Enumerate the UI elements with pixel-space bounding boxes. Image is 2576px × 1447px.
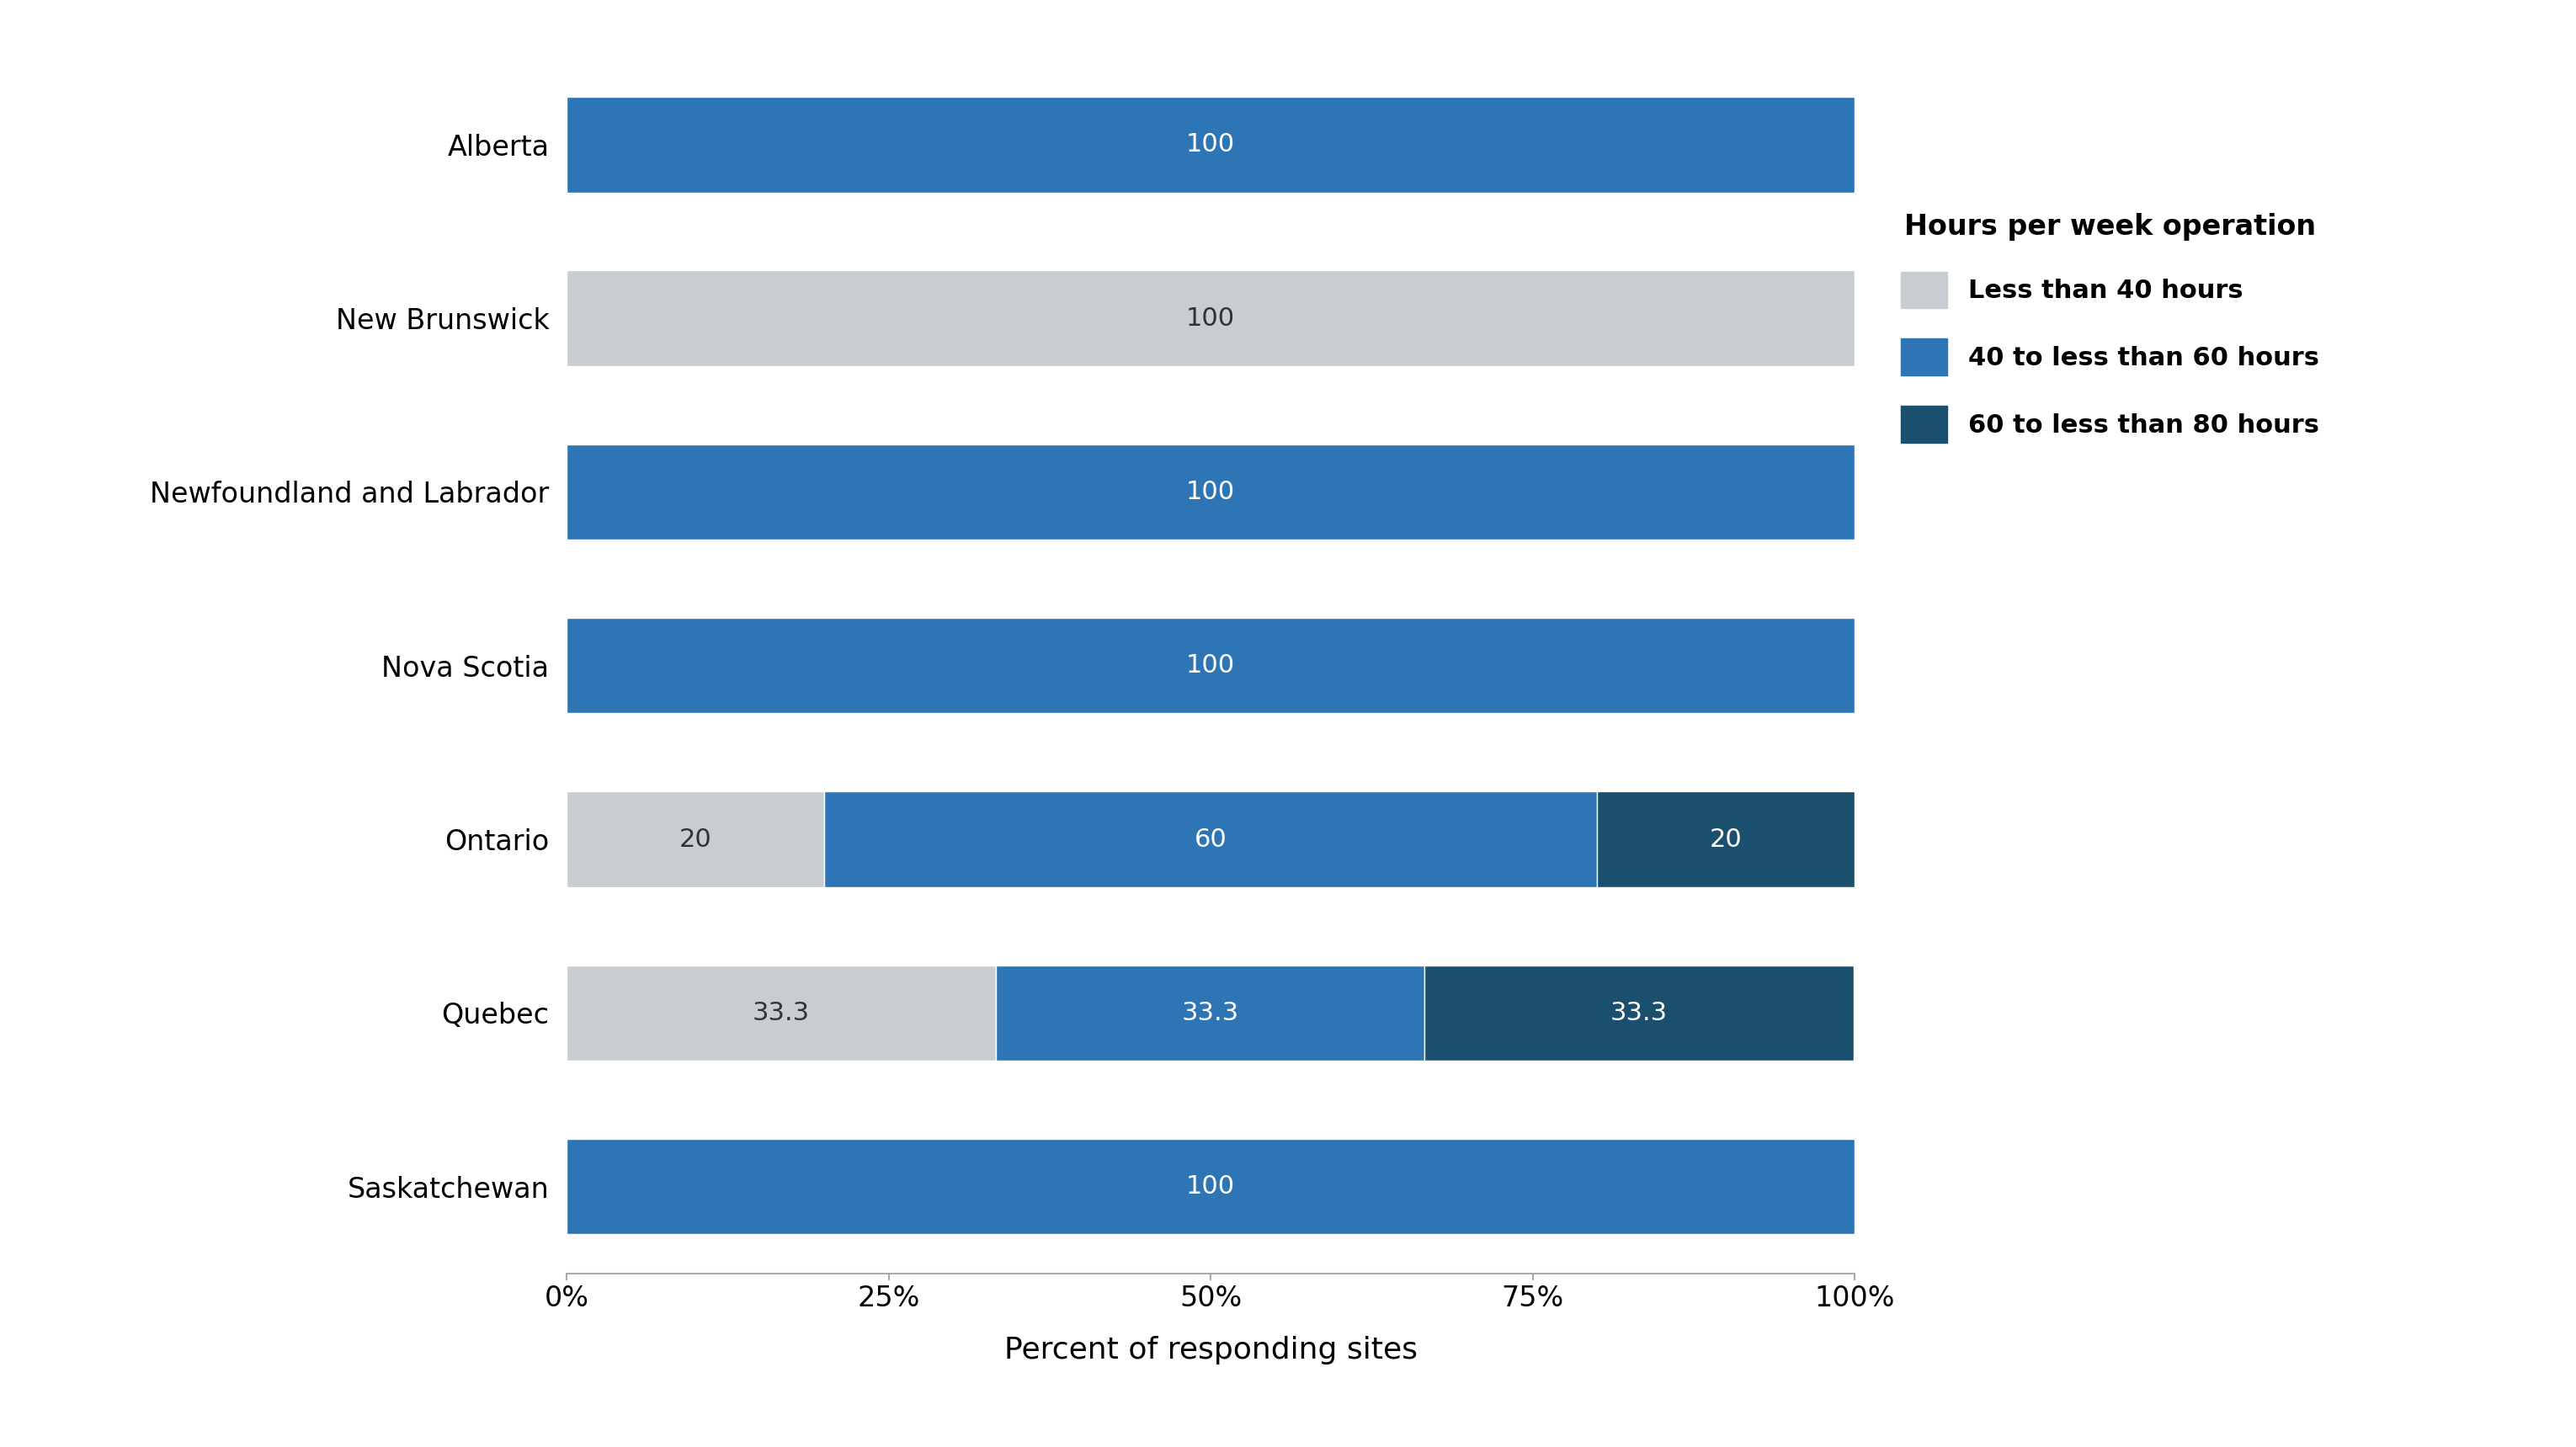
Bar (567, 965, 994, 1061)
Text: 100: 100 (1188, 654, 1234, 677)
Text: 20: 20 (1710, 828, 1741, 851)
Bar (567, 97, 1855, 192)
Bar (1597, 792, 1855, 887)
Bar (1425, 965, 1852, 1061)
Text: 60: 60 (1195, 828, 1226, 851)
Text: 100: 100 (1188, 133, 1234, 156)
Bar (824, 792, 1597, 887)
Text: 100: 100 (1188, 1175, 1234, 1198)
Bar (567, 444, 1855, 540)
Text: 33.3: 33.3 (752, 1001, 809, 1024)
Bar (567, 618, 1855, 713)
Bar (567, 1139, 1855, 1234)
X-axis label: Percent of responding sites: Percent of responding sites (1005, 1336, 1417, 1365)
Bar (567, 271, 1855, 366)
Text: 33.3: 33.3 (1182, 1001, 1239, 1024)
Text: 33.3: 33.3 (1610, 1001, 1667, 1024)
Legend: Less than 40 hours, 40 to less than 60 hours, 60 to less than 80 hours: Less than 40 hours, 40 to less than 60 h… (1880, 192, 2339, 463)
Text: 100: 100 (1188, 307, 1234, 330)
Text: 100: 100 (1188, 480, 1234, 504)
Bar (567, 792, 824, 887)
Text: 20: 20 (680, 828, 711, 851)
Bar (994, 965, 1425, 1061)
